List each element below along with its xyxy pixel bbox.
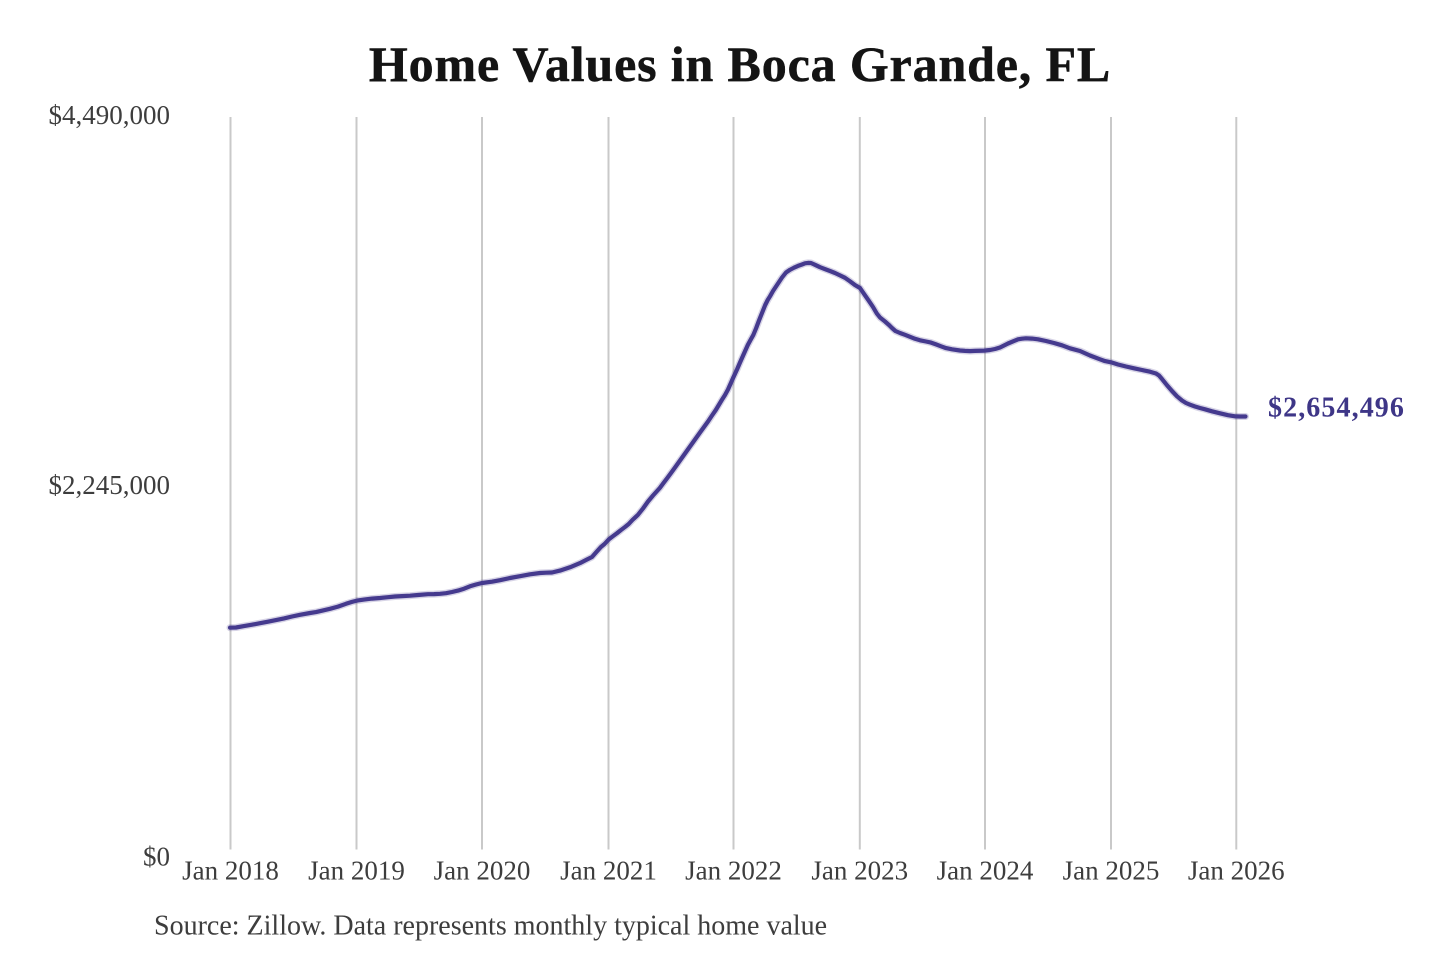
svg-text:Jan 2022: Jan 2022 xyxy=(685,856,782,886)
svg-text:$2,245,000: $2,245,000 xyxy=(49,470,171,500)
svg-text:$4,490,000: $4,490,000 xyxy=(49,100,171,130)
svg-text:Jan 2026: Jan 2026 xyxy=(1188,856,1285,886)
svg-text:Jan 2018: Jan 2018 xyxy=(182,856,279,886)
svg-text:$2,654,496: $2,654,496 xyxy=(1268,393,1405,424)
svg-text:Jan 2024: Jan 2024 xyxy=(937,856,1034,886)
svg-text:Jan 2021: Jan 2021 xyxy=(560,856,657,886)
svg-text:Jan 2020: Jan 2020 xyxy=(434,856,531,886)
svg-text:$0: $0 xyxy=(143,842,170,872)
svg-text:Jan 2023: Jan 2023 xyxy=(811,856,908,886)
svg-text:Jan 2019: Jan 2019 xyxy=(308,856,405,886)
svg-text:Source: Zillow. Data represent: Source: Zillow. Data represents monthly … xyxy=(154,911,827,942)
svg-text:Home Values in Boca Grande, FL: Home Values in Boca Grande, FL xyxy=(369,36,1111,92)
svg-text:Jan 2025: Jan 2025 xyxy=(1063,856,1160,886)
